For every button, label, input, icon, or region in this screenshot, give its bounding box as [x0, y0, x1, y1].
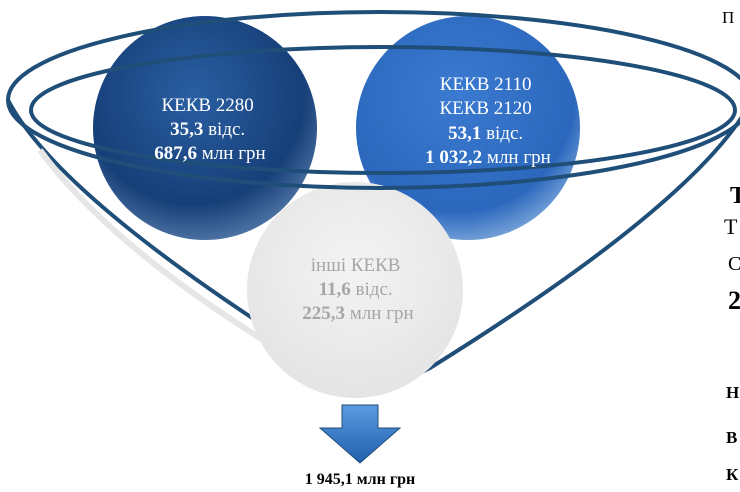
share: 11,6: [319, 279, 351, 300]
amount-line: 1 032,2 млн грн: [425, 147, 551, 168]
edge-fragment: П: [722, 8, 734, 27]
amount: 687,6: [154, 143, 197, 164]
edge-fragment: Т: [730, 183, 740, 209]
share: 35,3: [170, 119, 203, 140]
edge-fragment: Н: [726, 383, 739, 402]
unit: відс.: [208, 119, 245, 140]
unit: млн грн: [202, 143, 266, 164]
funnel-diagram: КЕКВ 2280 35,3 відс. 687,6 млн грн КЕКВ …: [0, 0, 740, 492]
unit: відс.: [486, 123, 523, 144]
share-line: 35,3 відс.: [170, 119, 245, 140]
edge-fragment: К: [726, 465, 739, 484]
code: КЕКВ 2280: [161, 95, 253, 116]
edge-fragment: С: [728, 253, 740, 275]
edge-fragment: 2: [728, 286, 740, 315]
amount: 225,3: [302, 303, 345, 324]
unit: відс.: [356, 279, 393, 300]
node-label: КЕКВ 2280 35,3 відс. 687,6 млн грн: [154, 95, 265, 164]
code: інші КЕКВ: [311, 255, 401, 276]
amount-line: 225,3 млн грн: [302, 303, 413, 324]
code: КЕКВ 2110: [440, 74, 532, 95]
unit: млн грн: [487, 147, 551, 168]
page: КЕКВ 2280 35,3 відс. 687,6 млн грн КЕКВ …: [0, 0, 740, 492]
share-line: 11,6 відс.: [319, 279, 393, 300]
amount-line: 687,6 млн грн: [154, 143, 265, 164]
unit: млн грн: [350, 303, 414, 324]
edge-fragment: В: [726, 428, 737, 447]
total: 1 945,1 млн грн: [305, 471, 415, 488]
node-label: інші КЕКВ 11,6 відс. 225,3 млн грн: [302, 255, 413, 324]
amount: 1 032,2: [425, 147, 482, 168]
share: 53,1: [448, 123, 481, 144]
down-arrow: [320, 405, 400, 463]
code: КЕКВ 2120: [439, 98, 531, 119]
share-line: 53,1 відс.: [448, 123, 523, 144]
edge-fragment: Т: [724, 214, 738, 239]
